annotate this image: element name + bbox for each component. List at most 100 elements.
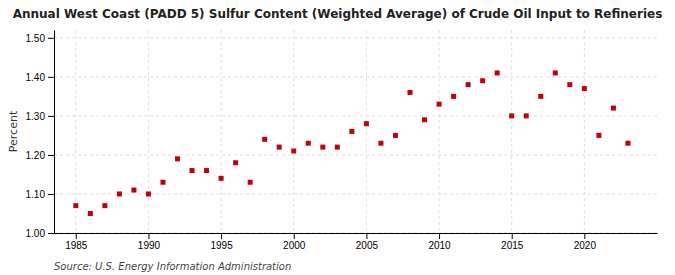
point [320, 145, 325, 150]
y-tick-mark [48, 194, 54, 195]
point [407, 90, 412, 95]
y-tick-mark [48, 77, 54, 78]
y-grid-line [54, 154, 657, 155]
point [248, 180, 253, 185]
x-tick-label: 1990 [138, 240, 161, 251]
y-tick-mark [48, 38, 54, 39]
x-axis: 1985 1990 1995 2000 2005 2010 2015 2020 [55, 233, 658, 251]
point [524, 113, 529, 118]
x-grid-line [366, 30, 367, 233]
y-tick: 1.30 [26, 111, 54, 122]
x-tick: 2000 [283, 233, 306, 251]
y-tick-label: 1.10 [26, 189, 46, 200]
x-tick: 1995 [210, 233, 233, 251]
x-grid-line [75, 30, 76, 233]
point [480, 78, 485, 83]
point [131, 188, 136, 193]
title: Annual West Coast (PADD 5) Sulfur Conten… [13, 7, 663, 21]
x-tick: 2015 [501, 233, 524, 251]
x-tick-mark [512, 233, 513, 239]
y-grid-line [54, 233, 657, 234]
y-axis-line [54, 31, 55, 234]
point [378, 141, 383, 146]
y-tick: 1.10 [26, 189, 54, 200]
point [146, 191, 151, 196]
point [277, 145, 282, 150]
y-grid-line [54, 37, 657, 38]
y-tick-mark [48, 233, 54, 234]
point [567, 82, 572, 87]
x-grid-line [439, 30, 440, 233]
x-tick: 1990 [138, 233, 161, 251]
point [364, 121, 369, 126]
x-tick-label: 2020 [574, 240, 597, 251]
point [219, 176, 224, 181]
x-tick: 2020 [574, 233, 597, 251]
x-grid-line [511, 30, 512, 233]
point [538, 94, 543, 99]
y-tick: 1.00 [26, 228, 54, 239]
x-tick-label: 2005 [356, 240, 379, 251]
point [88, 211, 93, 216]
point [466, 82, 471, 87]
point [437, 102, 442, 107]
y-tick-label: 1.00 [26, 228, 46, 239]
y-grid-line [54, 193, 657, 194]
y-tick-label: 1.30 [26, 111, 46, 122]
point [306, 141, 311, 146]
grid [54, 30, 657, 233]
point [393, 133, 398, 138]
point [262, 137, 267, 142]
point [611, 106, 616, 111]
y-tick: 1.20 [26, 150, 54, 161]
y-tick: 1.40 [26, 72, 54, 83]
x-tick-mark [439, 233, 440, 239]
point [553, 70, 558, 75]
x-tick-mark [294, 233, 295, 239]
point [422, 117, 427, 122]
y-tick-label: 1.20 [26, 150, 46, 161]
x-grid-line [148, 30, 149, 233]
point [233, 160, 238, 165]
x-tick-label: 2000 [283, 240, 306, 251]
y-tick-label: 1.40 [26, 72, 46, 83]
y-tick-mark [48, 116, 54, 117]
x-tick-mark [148, 233, 149, 239]
y-tick: 1.50 [26, 33, 54, 44]
points [73, 70, 630, 216]
point [73, 203, 78, 208]
point [117, 191, 122, 196]
source-note: Source: U.S. Energy Information Administ… [54, 261, 291, 272]
point [160, 180, 165, 185]
x-tick-mark [221, 233, 222, 239]
point [582, 86, 587, 91]
y-grid-line [54, 115, 657, 116]
x-tick-label: 1995 [210, 240, 233, 251]
point [335, 145, 340, 150]
x-grid-line [584, 30, 585, 233]
x-tick: 2010 [428, 233, 451, 251]
x-tick-label: 2010 [428, 240, 451, 251]
point [204, 168, 209, 173]
point [495, 70, 500, 75]
x-tick-mark [584, 233, 585, 239]
point [190, 168, 195, 173]
point [349, 129, 354, 134]
x-tick-label: 1985 [65, 240, 88, 251]
y-grid-line [54, 76, 657, 77]
x-axis-line [55, 233, 658, 234]
y-axis: 1.00 1.10 1.20 1.30 1.40 1.50 [26, 31, 55, 239]
point [509, 113, 514, 118]
x-grid-line [221, 30, 222, 233]
x-tick-label: 2015 [501, 240, 524, 251]
point [451, 94, 456, 99]
y-axis-title: Percent [7, 110, 20, 152]
x-grid-line [293, 30, 294, 233]
plot-area: 1985 1990 1995 2000 2005 2010 2015 2020 1.00 1.10… [26, 30, 658, 251]
point [291, 149, 296, 154]
y-tick-label: 1.50 [26, 33, 46, 44]
x-tick: 1985 [65, 233, 88, 251]
x-tick-mark [366, 233, 367, 239]
x-tick: 2005 [356, 233, 379, 251]
point [102, 203, 107, 208]
